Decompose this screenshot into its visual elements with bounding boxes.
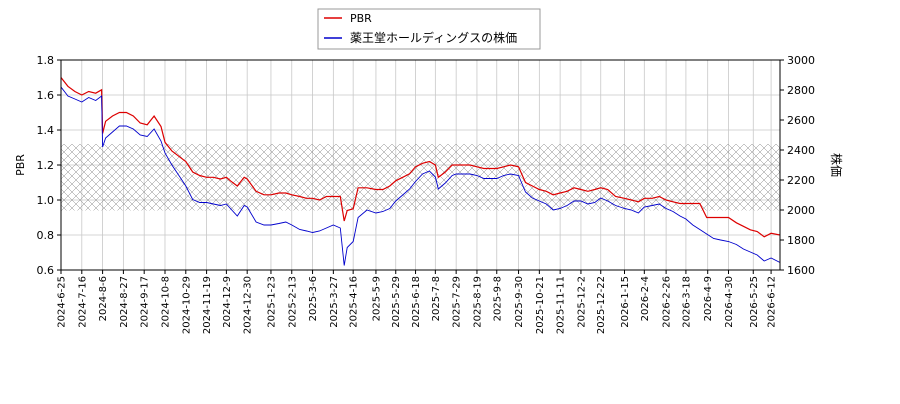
x-tick-label: 2024-7-16 — [77, 276, 88, 328]
legend-label-price: 薬王堂ホールディングスの株価 — [350, 30, 517, 45]
right-tick-label: 2600 — [787, 114, 815, 127]
legend-box — [317, 8, 541, 50]
pbr-line — [61, 77, 780, 238]
left-tick-label: 0.6 — [37, 264, 55, 277]
x-tick-label: 2024-6-25 — [57, 276, 68, 328]
left-axis: 0.6 0.8 1.0 1.2 1.4 1.6 1.8 — [37, 54, 61, 277]
left-tick-label: 1.8 — [37, 54, 55, 67]
x-tick-label: 2025-5-9 — [371, 276, 382, 321]
right-tick-label: 3000 — [787, 54, 815, 67]
x-tick-label: 2025-4-16 — [349, 276, 360, 328]
x-tick-label: 2025-12-2 — [576, 276, 587, 328]
left-tick-label: 1.6 — [37, 89, 55, 102]
x-tick-label: 2024-12-9 — [222, 276, 233, 328]
legend: PBR 薬王堂ホールディングスの株価 — [317, 8, 541, 50]
x-tick-label: 2024-11-19 — [202, 276, 213, 334]
right-tick-label: 2200 — [787, 174, 815, 187]
x-tick-label: 2025-7-29 — [452, 276, 463, 328]
right-tick-label: 2000 — [787, 204, 815, 217]
left-tick-label: 1.2 — [37, 159, 55, 172]
x-tick-label: 2024-8-27 — [119, 276, 130, 328]
x-tick-label: 2025-6-18 — [411, 276, 422, 328]
x-tick-label: 2025-1-23 — [266, 276, 277, 328]
left-tick-label: 0.8 — [37, 229, 55, 242]
x-tick-label: 2026-3-18 — [681, 276, 692, 328]
x-tick-label: 2025-9-8 — [492, 276, 503, 321]
left-axis-label: PBR — [14, 154, 27, 176]
x-tick-label: 2025-12-22 — [596, 276, 607, 334]
hatched-band — [61, 144, 780, 211]
x-tick-label: 2025-8-19 — [472, 276, 483, 328]
x-tick-label: 2025-3-6 — [308, 276, 319, 321]
x-tick-label: 2026-5-25 — [749, 276, 760, 328]
x-tick-label: 2026-2-4 — [640, 276, 651, 321]
left-tick-label: 1.0 — [37, 194, 55, 207]
right-axis-label: 株価 — [829, 153, 844, 177]
legend-label-pbr: PBR — [350, 12, 372, 25]
x-tick-label: 2026-4-9 — [703, 276, 714, 321]
x-tick-label: 2024-9-17 — [140, 276, 151, 328]
right-tick-label: 1600 — [787, 264, 815, 277]
x-tick-label: 2025-11-11 — [556, 276, 567, 334]
x-tick-label: 2025-10-21 — [535, 276, 546, 334]
x-tick-label: 2026-2-26 — [662, 276, 673, 328]
x-tick-label: 2025-7-8 — [431, 276, 442, 321]
x-tick-label: 2025-5-29 — [391, 276, 402, 328]
x-tick-label: 2024-10-29 — [181, 276, 192, 334]
x-tick-label: 2026-1-15 — [620, 276, 631, 328]
right-tick-label: 1800 — [787, 234, 815, 247]
x-tick-label: 2024-12-30 — [243, 276, 254, 334]
x-tick-label: 2025-9-30 — [514, 276, 525, 328]
left-tick-label: 1.4 — [37, 124, 55, 137]
stock-price-line — [61, 86, 780, 266]
right-tick-label: 2800 — [787, 84, 815, 97]
x-tick-label: 2025-3-27 — [329, 276, 340, 328]
right-axis: 1600 1800 2000 2200 2400 2600 2800 3000 — [780, 54, 815, 277]
x-tick-label: 2026-6-12 — [767, 276, 778, 328]
x-tick-label: 2024-8-6 — [98, 276, 109, 321]
x-tick-label: 2026-4-30 — [724, 276, 735, 328]
series-lines — [61, 77, 780, 266]
right-tick-label: 2400 — [787, 144, 815, 157]
x-tick-label: 2025-2-13 — [287, 276, 298, 328]
x-axis: 2024-6-25 2024-7-16 2024-8-6 2024-8-27 2024-… — [57, 270, 778, 334]
x-tick-label: 2024-10-8 — [160, 276, 171, 328]
